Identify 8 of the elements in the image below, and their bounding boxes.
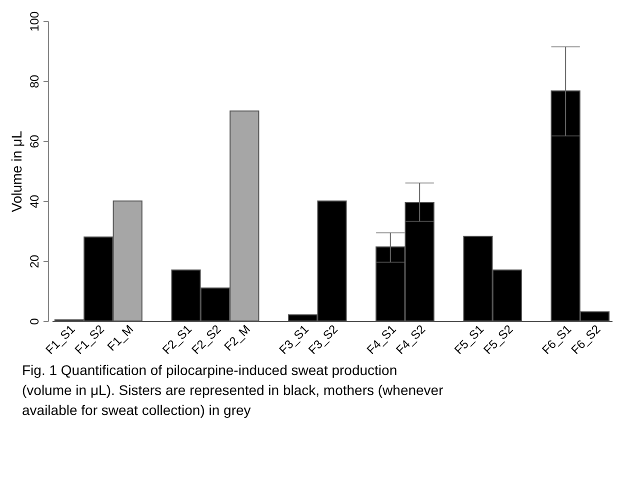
y-tick-label: 20: [28, 254, 42, 268]
y-axis-title: Volume in μL: [8, 130, 24, 212]
y-tick-label: 80: [28, 74, 42, 88]
caption: Fig. 1 Quantification of pilocarpine-induced sweat production (volume in μL). Sisters are represented in black, mothers (whenever available for sweat collection) in grey: [22, 362, 444, 418]
y-tick-label: 100: [28, 11, 42, 32]
y-tick-label: 40: [28, 194, 42, 208]
y-tick-label: 60: [28, 134, 42, 148]
y-tick-label: 0: [28, 318, 42, 325]
